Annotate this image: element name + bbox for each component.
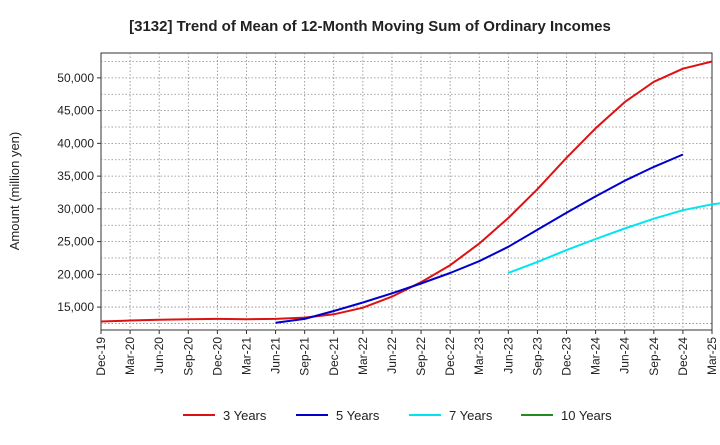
x-tick-label: Dec-20 [210, 337, 224, 376]
x-tick-label: Jun-24 [618, 337, 632, 374]
y-axis: 15,000 20,000 25,000 30,000 35,000 40,000 45,0… [57, 71, 101, 314]
legend-label-3-years: 3 Years [223, 408, 267, 423]
y-tick-label: 40,000 [57, 136, 94, 150]
x-tick-label: Mar-22 [356, 337, 370, 375]
legend-label-7-years: 7 Years [449, 408, 493, 423]
legend-label-5-years: 5 Years [336, 408, 380, 423]
y-axis-label: Amount (million yen) [7, 132, 22, 251]
chart-title: [3132] Trend of Mean of 12-Month Moving … [129, 18, 611, 35]
x-tick-label: Dec-23 [560, 337, 574, 376]
series-line-7-years [507, 202, 720, 274]
x-tick-label: Mar-20 [123, 337, 137, 375]
x-tick-label: Sep-21 [298, 337, 312, 376]
y-tick-label: 30,000 [57, 202, 94, 216]
x-tick-label: Jun-20 [152, 337, 166, 374]
grid-lines [101, 53, 712, 330]
y-tick-label: 35,000 [57, 169, 94, 183]
plot-area [100, 52, 713, 331]
x-tick-label: Mar-21 [239, 337, 253, 375]
x-tick-label: Dec-21 [327, 337, 341, 376]
series-lines [100, 60, 720, 324]
legend: 3 Years 5 Years 7 Years 10 Years [183, 408, 612, 423]
x-tick-label: Sep-24 [647, 337, 661, 376]
x-tick-label: Dec-24 [676, 337, 690, 376]
y-tick-label: 25,000 [57, 235, 94, 249]
y-tick-label: 15,000 [57, 300, 94, 314]
x-tick-label: Sep-20 [181, 337, 195, 376]
x-tick-label: Jun-21 [269, 337, 283, 374]
y-tick-label: 50,000 [57, 71, 94, 85]
x-tick-label: Mar-25 [705, 337, 719, 375]
x-tick-label: Dec-19 [94, 337, 108, 376]
x-tick-label: Jun-22 [385, 337, 399, 374]
x-tick-label: Mar-24 [589, 337, 603, 375]
x-axis: Dec-19 Mar-20 Jun-20 Sep-20 Dec-20 Mar-21 Jun-… [94, 330, 719, 376]
x-tick-label: Sep-23 [530, 337, 544, 376]
x-tick-label: Mar-23 [472, 337, 486, 375]
series-line-5-years [275, 153, 684, 324]
y-tick-label: 20,000 [57, 267, 94, 281]
x-tick-label: Dec-22 [443, 337, 457, 376]
legend-label-10-years: 10 Years [561, 408, 612, 423]
x-tick-label: Sep-22 [414, 337, 428, 376]
x-tick-label: Jun-23 [501, 337, 515, 374]
y-tick-label: 45,000 [57, 104, 94, 118]
